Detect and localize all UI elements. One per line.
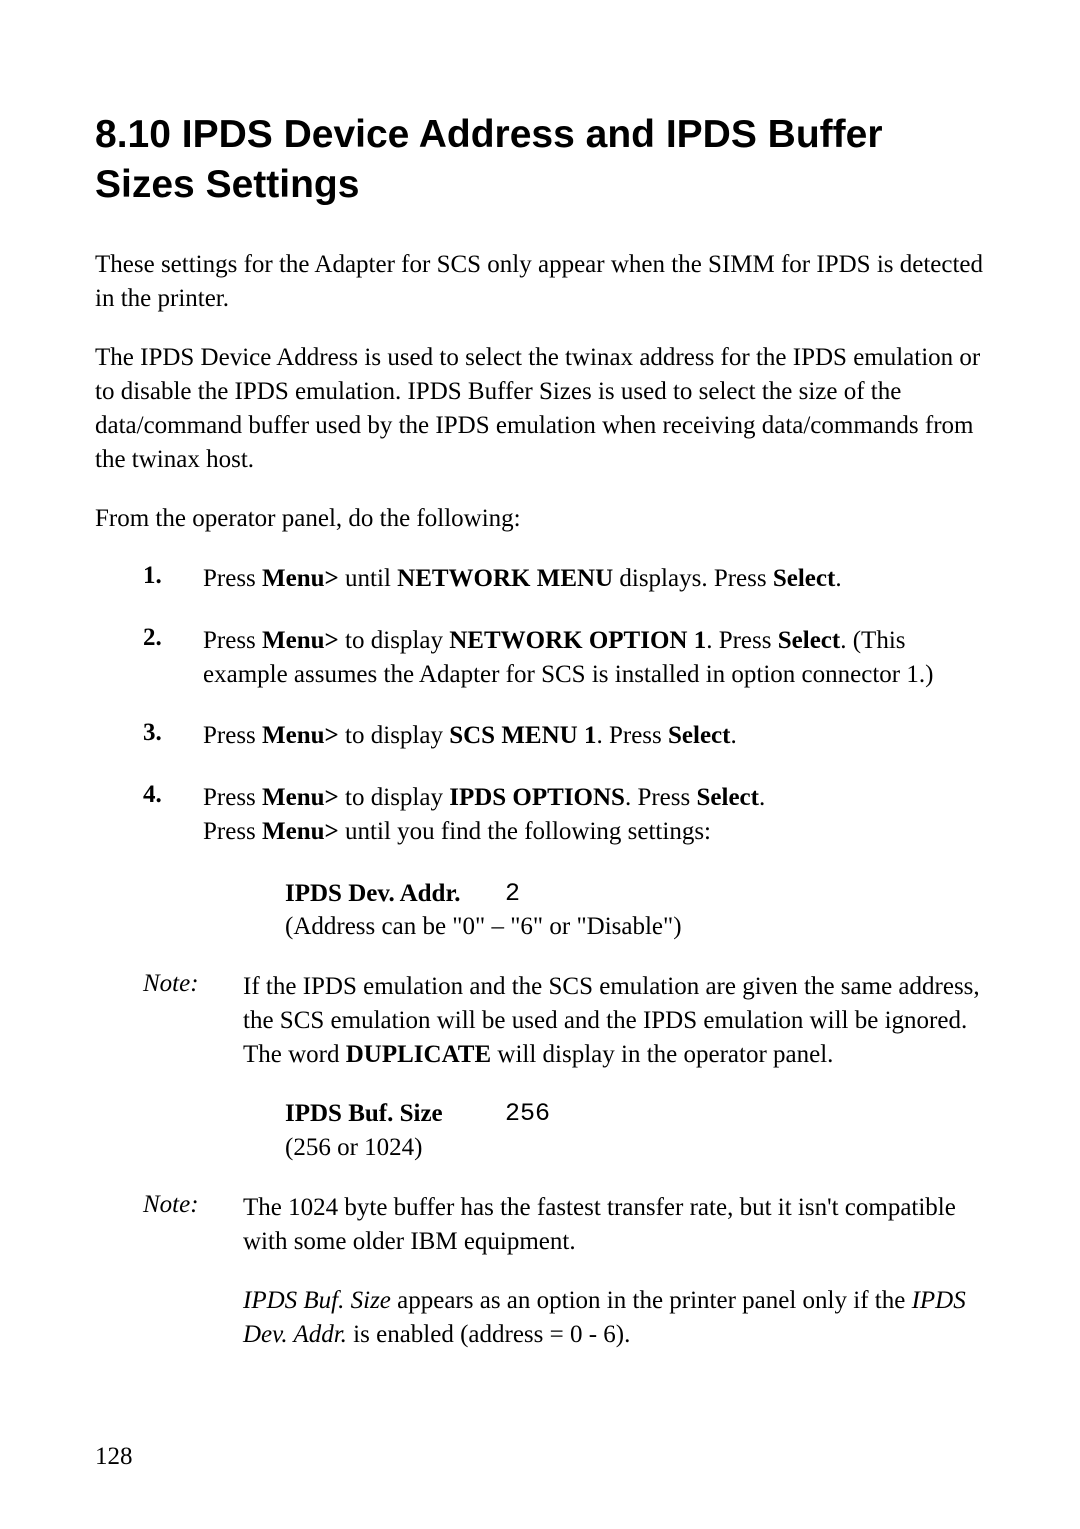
select-key: Select bbox=[668, 722, 730, 749]
intro-paragraph-1: These settings for the Adapter for SCS o… bbox=[95, 248, 990, 316]
text: Press bbox=[203, 565, 262, 592]
note-body: The 1024 byte buffer has the fastest tra… bbox=[243, 1191, 990, 1259]
note-label: Note: bbox=[143, 1191, 243, 1259]
note-body: If the IPDS emulation and the SCS emulat… bbox=[243, 970, 990, 1071]
text: displays. Press bbox=[613, 565, 773, 592]
text: Press bbox=[203, 784, 262, 811]
note-1: Note: If the IPDS emulation and the SCS … bbox=[143, 970, 990, 1071]
select-key: Select bbox=[773, 565, 835, 592]
document-page: 8.10 IPDS Device Address and IPDS Buffer… bbox=[0, 0, 1080, 1529]
intro-paragraph-3: From the operator panel, do the followin… bbox=[95, 502, 990, 536]
text: Press bbox=[203, 722, 262, 749]
menu-key: Menu> bbox=[262, 818, 339, 845]
step-body: Press Menu> to display NETWORK OPTION 1.… bbox=[203, 624, 990, 692]
menu-name: NETWORK MENU bbox=[397, 565, 613, 592]
note-label: Note: bbox=[143, 970, 243, 1071]
menu-key: Menu> bbox=[262, 722, 339, 749]
text: will display in the operator panel. bbox=[491, 1041, 833, 1068]
setting-note: (Address can be "0" – "6" or "Disable") bbox=[285, 910, 990, 944]
note-2: Note: The 1024 byte buffer has the faste… bbox=[143, 1191, 990, 1259]
step-number: 1. bbox=[143, 562, 203, 596]
step-body: Press Menu> to display SCS MENU 1. Press… bbox=[203, 719, 990, 753]
text: . bbox=[759, 784, 765, 811]
setting-value: 2 bbox=[505, 877, 520, 911]
text: Press bbox=[203, 818, 262, 845]
text: until you find the following settings: bbox=[339, 818, 711, 845]
step-3: 3. Press Menu> to display SCS MENU 1. Pr… bbox=[143, 719, 990, 753]
duplicate-keyword: DUPLICATE bbox=[346, 1041, 491, 1068]
menu-name: SCS MENU 1 bbox=[449, 722, 596, 749]
text: . bbox=[730, 722, 736, 749]
step-4: 4. Press Menu> to display IPDS OPTIONS. … bbox=[143, 781, 990, 849]
text: until bbox=[339, 565, 397, 592]
select-key: Select bbox=[697, 784, 759, 811]
step-number: 4. bbox=[143, 781, 203, 849]
closing-paragraph: IPDS Buf. Size appears as an option in t… bbox=[243, 1284, 990, 1352]
step-number: 2. bbox=[143, 624, 203, 692]
text: Press bbox=[203, 627, 262, 654]
step-2: 2. Press Menu> to display NETWORK OPTION… bbox=[143, 624, 990, 692]
text: . bbox=[835, 565, 841, 592]
page-number: 128 bbox=[95, 1443, 133, 1471]
step-number: 3. bbox=[143, 719, 203, 753]
setting-row: IPDS Buf. Size 256 bbox=[285, 1097, 990, 1131]
text: appears as an option in the printer pane… bbox=[391, 1287, 912, 1314]
setting-ipds-buf-size: IPDS Buf. Size 256 (256 or 1024) bbox=[285, 1097, 990, 1165]
menu-key: Menu> bbox=[262, 627, 339, 654]
menu-name: NETWORK OPTION 1 bbox=[449, 627, 706, 654]
select-key: Select bbox=[778, 627, 840, 654]
steps-list: 1. Press Menu> until NETWORK MENU displa… bbox=[143, 562, 990, 849]
text: . Press bbox=[625, 784, 697, 811]
setting-value: 256 bbox=[505, 1097, 550, 1131]
text: to display bbox=[339, 722, 449, 749]
intro-paragraph-2: The IPDS Device Address is used to selec… bbox=[95, 341, 990, 476]
step-1: 1. Press Menu> until NETWORK MENU displa… bbox=[143, 562, 990, 596]
setting-note: (256 or 1024) bbox=[285, 1131, 990, 1165]
menu-key: Menu> bbox=[262, 565, 339, 592]
section-heading: 8.10 IPDS Device Address and IPDS Buffer… bbox=[95, 110, 990, 210]
menu-key: Menu> bbox=[262, 784, 339, 811]
text: . Press bbox=[596, 722, 668, 749]
text: to display bbox=[339, 784, 449, 811]
text: to display bbox=[339, 627, 449, 654]
step-body: Press Menu> until NETWORK MENU displays.… bbox=[203, 562, 990, 596]
menu-name: IPDS OPTIONS bbox=[449, 784, 625, 811]
setting-ipds-dev-addr: IPDS Dev. Addr. 2 (Address can be "0" – … bbox=[285, 877, 990, 945]
ipds-buf-size-term: IPDS Buf. Size bbox=[243, 1287, 391, 1314]
setting-row: IPDS Dev. Addr. 2 bbox=[285, 877, 990, 911]
setting-label: IPDS Buf. Size bbox=[285, 1097, 505, 1131]
text: . Press bbox=[706, 627, 778, 654]
text: is enabled (address = 0 - 6). bbox=[347, 1321, 630, 1348]
setting-label: IPDS Dev. Addr. bbox=[285, 877, 505, 911]
step-body: Press Menu> to display IPDS OPTIONS. Pre… bbox=[203, 781, 990, 849]
